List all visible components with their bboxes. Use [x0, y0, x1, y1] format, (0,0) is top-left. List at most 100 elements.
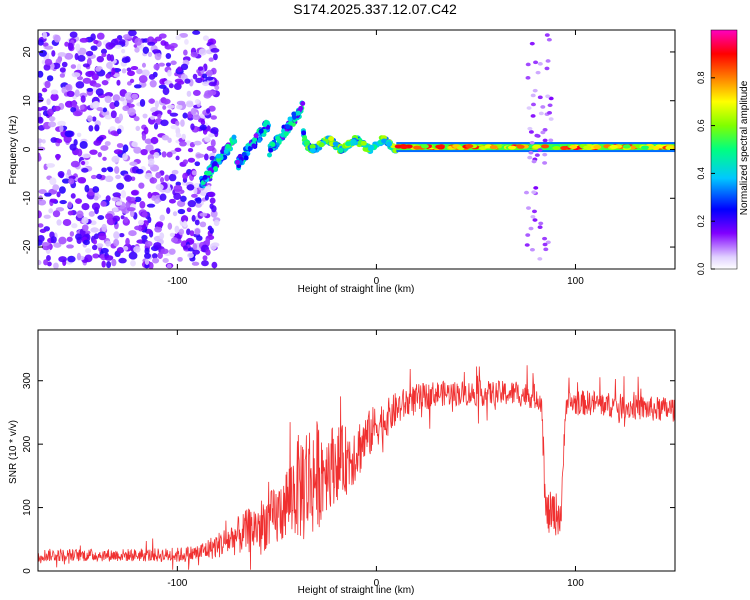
column-blob	[538, 111, 544, 116]
heat-blob	[194, 161, 201, 167]
heat-blob	[61, 86, 67, 94]
heat-blob	[160, 248, 169, 255]
heat-blob	[187, 147, 194, 153]
column-blob	[532, 88, 538, 93]
heat-blob	[167, 222, 173, 230]
column-blob	[527, 126, 533, 131]
heat-blob	[141, 132, 147, 141]
heat-blob	[38, 235, 45, 243]
heat-blob	[148, 261, 154, 269]
heat-blob	[202, 255, 208, 261]
heat-blob	[200, 119, 206, 126]
heat-blob	[144, 240, 153, 247]
heat-blob	[90, 174, 98, 180]
column-blob	[548, 96, 554, 101]
heat-blob	[111, 67, 116, 76]
column-blob	[528, 130, 534, 134]
column-blob	[526, 106, 532, 110]
heat-blob	[167, 69, 172, 77]
heat-blob	[135, 125, 141, 131]
heat-blob	[154, 100, 159, 109]
heat-blob	[75, 81, 85, 89]
heat-blob	[77, 148, 83, 157]
heat-blob	[106, 61, 113, 69]
heat-blob	[195, 197, 202, 204]
heat-blob	[111, 155, 120, 163]
column-blob	[531, 159, 537, 164]
column-blob	[544, 66, 550, 71]
heat-blob	[55, 207, 65, 212]
heat-blob	[112, 94, 121, 102]
heat-blob	[87, 115, 93, 122]
heat-blob	[143, 126, 149, 135]
heat-blob	[93, 39, 99, 45]
heat-blob	[127, 70, 135, 77]
heat-blob	[88, 211, 95, 217]
heat-blob	[223, 149, 229, 155]
heat-blob	[212, 161, 218, 167]
heat-blob	[152, 257, 160, 264]
heat-blob	[231, 134, 237, 140]
heat-blob	[225, 143, 231, 149]
column-blob	[523, 190, 529, 195]
heat-blob	[167, 104, 175, 109]
heat-blob	[97, 151, 102, 158]
heat-blob	[195, 203, 202, 208]
heat-blob	[159, 214, 165, 222]
heat-blob	[180, 215, 189, 223]
snr-xtick-label: 0	[374, 578, 380, 589]
heat-blob	[192, 30, 201, 35]
heat-blob	[192, 89, 201, 97]
heat-blob	[70, 193, 76, 199]
heat-blob	[175, 120, 180, 127]
snr-ticks: -100 0 100 0 100 200 300	[22, 330, 675, 589]
carrier-blob	[541, 144, 550, 149]
heat-blob	[197, 66, 204, 71]
heat-blob	[113, 100, 120, 107]
heat-blob	[332, 141, 339, 147]
heat-blob	[301, 130, 307, 136]
heat-blob	[381, 138, 388, 144]
heat-blob	[91, 73, 99, 81]
heat-blob	[165, 62, 171, 67]
heat-blob	[166, 263, 172, 269]
heat-blob	[139, 98, 146, 107]
heat-blob	[148, 74, 156, 80]
heat-blob	[155, 221, 164, 228]
heat-blob	[92, 186, 100, 193]
heat-blob	[207, 225, 213, 231]
spectrogram-xlabel: Height of straight line (km)	[298, 284, 415, 295]
heat-blob	[47, 261, 52, 267]
heat-blob	[168, 83, 174, 89]
heat-blob	[66, 236, 73, 242]
heat-blob	[66, 90, 75, 97]
carrier-blob	[651, 146, 660, 151]
heat-blob	[100, 200, 107, 207]
carrier-blob	[583, 145, 592, 150]
heat-blob	[48, 116, 56, 122]
heat-blob	[96, 107, 104, 112]
colorbar-label: Normalized spectral amplitude	[739, 80, 750, 215]
heat-blob	[81, 167, 89, 173]
heat-blob	[59, 125, 64, 133]
heat-blob	[151, 253, 158, 259]
heat-blob	[100, 48, 108, 55]
column-blob	[530, 114, 536, 118]
heat-blob	[187, 252, 194, 259]
carrier-blob	[665, 145, 674, 150]
column-blob	[542, 128, 548, 132]
heat-blob	[208, 81, 217, 87]
carrier-blob	[560, 146, 569, 151]
heat-blob	[106, 53, 112, 61]
heat-blob	[88, 125, 94, 132]
heat-blob	[148, 158, 155, 166]
column-blob	[548, 138, 554, 143]
heat-blob	[182, 159, 189, 165]
heat-blob	[38, 96, 44, 103]
column-blob	[530, 214, 536, 219]
heat-blob	[101, 167, 107, 173]
heat-blob	[144, 258, 150, 265]
column-blob	[542, 236, 548, 241]
heat-blob	[165, 52, 172, 60]
heat-blob	[91, 244, 98, 251]
